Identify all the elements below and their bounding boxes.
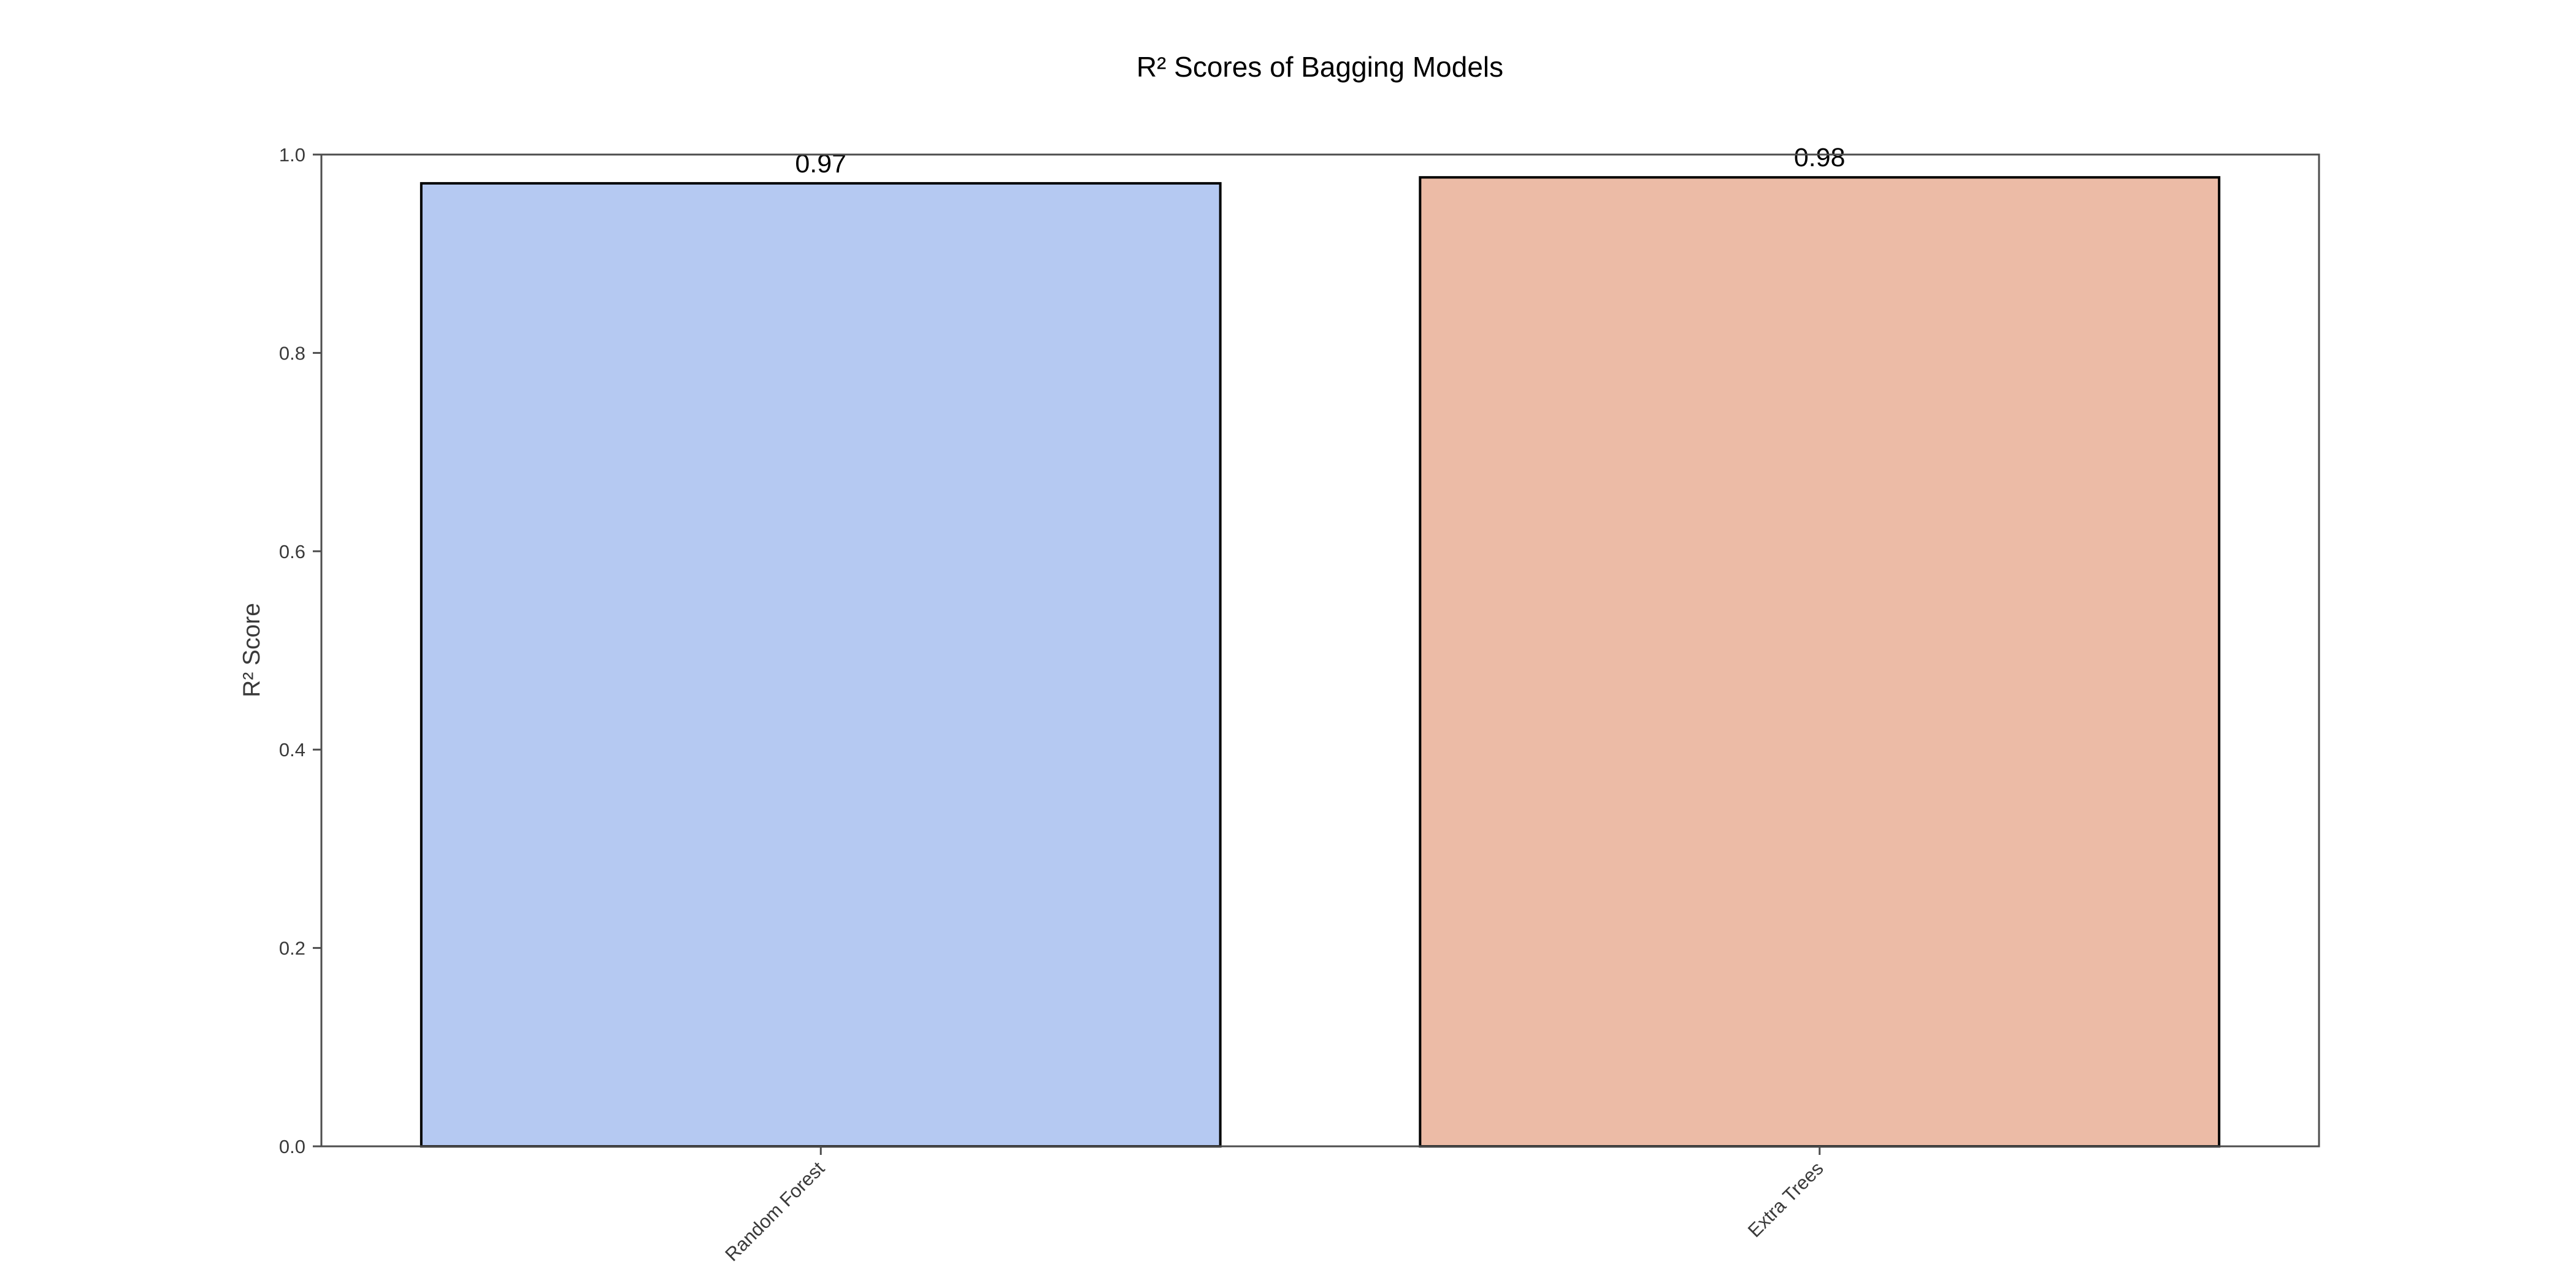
chart-title: R² Scores of Bagging Models: [1137, 51, 1503, 83]
x-tick-label-extra-trees: Extra Trees: [1744, 1157, 1828, 1241]
y-tick-label-0-4: 0.4: [279, 739, 305, 761]
bars-layer: [420, 176, 2221, 1148]
y-axis-ticks: 0.0 0.2 0.4 0.6 0.8 1.0: [279, 144, 321, 1157]
y-tick-label-0-6: 0.6: [279, 541, 305, 562]
bar-extra-trees: [1419, 176, 2221, 1148]
data-label-random-forest: 0.97: [795, 149, 846, 178]
y-tick-label-0-2: 0.2: [279, 938, 305, 959]
y-tick-label-1-0: 1.0: [279, 144, 305, 166]
bar-random-forest: [420, 182, 1222, 1148]
x-axis-ticks: Random Forest Extra Trees: [721, 1146, 1828, 1265]
x-tick-label-random-forest: Random Forest: [721, 1157, 829, 1265]
y-tick-label-0-0: 0.0: [279, 1136, 305, 1157]
axes-frame: [320, 153, 2320, 1148]
y-tick-label-0-8: 0.8: [279, 342, 305, 364]
y-axis-label: R² Score: [239, 603, 265, 697]
data-label-extra-trees: 0.98: [1794, 143, 1846, 172]
data-labels-layer: 0.97 0.98: [795, 143, 1845, 178]
